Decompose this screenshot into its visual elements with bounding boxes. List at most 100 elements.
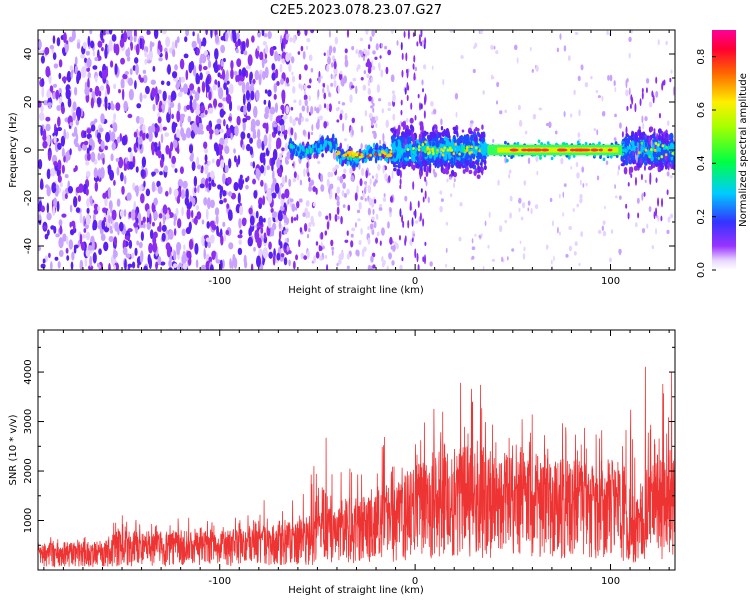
spectrogram-cell	[390, 135, 395, 141]
spectrogram-cell	[239, 174, 243, 179]
spectrogram-cell	[265, 44, 269, 55]
spectrogram-cell	[225, 93, 232, 104]
spectrogram-cell	[308, 145, 311, 150]
spectrogram-cell	[333, 61, 337, 70]
spectrogram-cell	[601, 95, 604, 102]
spectrogram-cell	[652, 150, 657, 158]
spectrogram-cell	[288, 52, 292, 61]
spectrogram-cell	[118, 221, 124, 232]
spectrogram-cell	[281, 89, 286, 102]
spectrogram-cell	[624, 148, 628, 153]
spectrogram-cell	[360, 227, 363, 235]
spectrogram-cell	[400, 99, 403, 106]
spectrogram-cell	[351, 117, 356, 124]
spectrogram-cell	[87, 35, 91, 47]
spectrogram-cell	[366, 73, 370, 79]
spectrogram-cell	[396, 168, 401, 177]
spectrogram-cell	[187, 256, 192, 266]
spectrogram-cell	[207, 160, 211, 166]
spectrogram-cell	[128, 30, 133, 37]
spectrogram-cell	[529, 148, 535, 152]
spectrogram-cell	[85, 161, 90, 166]
spectrogram-cell	[358, 155, 362, 159]
spectrogram-cell	[279, 118, 285, 126]
spectrogram-cell	[414, 248, 417, 259]
y-tick-label: -40	[23, 238, 34, 254]
spectrogram-cell	[152, 241, 158, 253]
spectrogram-cell	[61, 164, 65, 174]
spectrogram-cell	[280, 78, 284, 85]
spectrogram-cell	[272, 170, 275, 181]
spectrogram-cell	[55, 233, 60, 238]
spectrogram-cell	[296, 201, 300, 209]
spectrogram-cell	[474, 233, 477, 237]
spectrogram-cell	[417, 200, 420, 208]
spectrogram-cell	[157, 185, 163, 195]
spectrogram-cell	[466, 142, 471, 146]
spectrogram-cell	[633, 165, 638, 171]
spectrogram-cell	[235, 74, 239, 83]
spectrogram-cell	[579, 179, 582, 186]
spectrogram-cell	[177, 91, 183, 97]
spectrogram-cell	[660, 215, 663, 222]
spectrogram-cell	[369, 146, 373, 154]
spectrogram-cell	[341, 102, 346, 106]
spectrogram-cell	[483, 151, 487, 156]
spectrogram-cell	[433, 153, 436, 161]
spectrogram-cell	[306, 233, 310, 239]
spectrogram-cell	[108, 30, 113, 35]
spectrogram-cell	[577, 75, 581, 82]
spectrogram-cell	[298, 99, 302, 106]
spectrogram-cell	[128, 161, 134, 170]
spectrogram-cell	[565, 253, 569, 258]
spectrogram-cell	[411, 160, 414, 170]
spectrogram-cell	[371, 30, 375, 37]
spectrogram-cell	[106, 83, 109, 90]
spectrogram-cell	[212, 63, 218, 68]
spectrogram-cell	[449, 193, 453, 198]
spectrogram-cell	[252, 178, 257, 185]
spectrogram-cell	[301, 144, 305, 152]
spectrogram-cell	[325, 215, 329, 220]
spectrogram-cell	[337, 85, 340, 94]
spectrogram-cell	[72, 223, 76, 231]
spectrogram-cell	[520, 216, 524, 221]
spectrogram-cell	[351, 45, 355, 51]
spectrogram-cell	[185, 127, 192, 139]
spectrogram-cell	[141, 131, 146, 141]
spectrogram-cell	[650, 148, 653, 152]
spectrogram-cell	[124, 258, 127, 270]
spectrogram-cell	[222, 221, 226, 227]
spectrogram-cell	[440, 198, 444, 203]
spectrogram-cell	[123, 166, 127, 171]
spectrogram-cell	[339, 175, 344, 184]
spectrogram-cell	[663, 79, 666, 86]
spectrogram-cell	[667, 120, 670, 126]
spectrogram-cell	[455, 111, 458, 118]
spectrogram-cell	[375, 237, 379, 244]
spectrogram-cell	[226, 128, 232, 137]
spectrogram-cell	[445, 247, 448, 253]
spectrogram-cell	[646, 223, 649, 229]
spectrogram-cell	[160, 80, 165, 86]
spectrogram-cell	[188, 144, 194, 154]
spectrogram-cell	[412, 150, 415, 154]
spectrogram-cell	[255, 210, 259, 219]
spectrogram-cell	[649, 126, 654, 132]
spectrogram-cell	[639, 153, 642, 158]
spectrogram-cell	[667, 134, 670, 141]
spectrogram-cell	[453, 178, 456, 183]
spectrogram-cell	[644, 148, 648, 152]
spectrogram-cell	[370, 105, 374, 109]
spectrogram-cell	[649, 172, 652, 181]
spectrogram-cell	[170, 141, 174, 152]
spectrogram-cell	[660, 155, 664, 159]
spectrogram-cell	[406, 117, 409, 124]
spectrogram-cell	[363, 181, 367, 185]
spectrogram-cell	[196, 48, 200, 56]
spectrogram-cell	[628, 87, 631, 96]
spectrogram-cell	[205, 177, 209, 189]
spectrogram-cell	[367, 87, 372, 96]
spectrogram-cell	[255, 119, 261, 127]
spectrogram-cell	[529, 46, 532, 52]
